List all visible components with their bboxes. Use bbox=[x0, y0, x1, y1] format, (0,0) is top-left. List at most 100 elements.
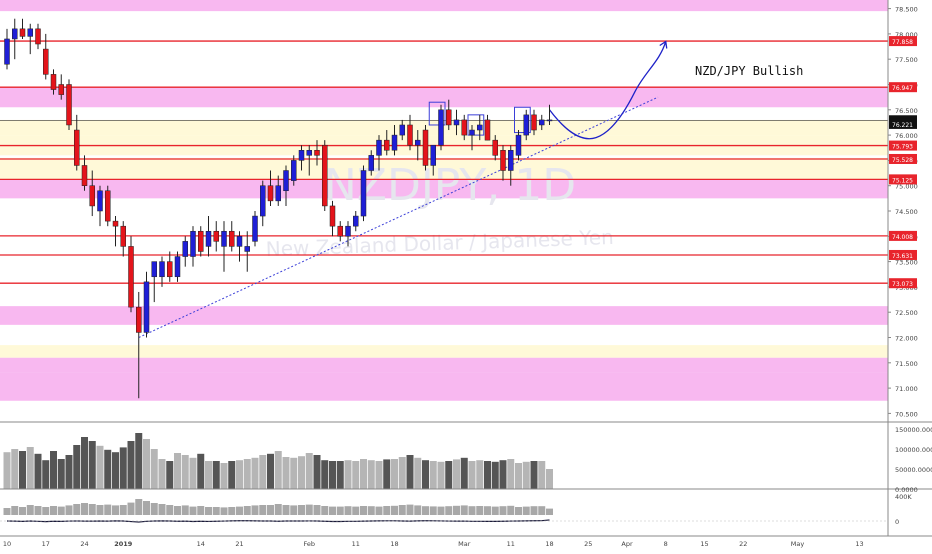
candle-body bbox=[174, 256, 181, 278]
bullish-annotation: NZD/JPY Bullish bbox=[695, 64, 803, 78]
price-label-box bbox=[889, 249, 917, 260]
price-label-box bbox=[889, 230, 917, 241]
candle-body bbox=[360, 170, 367, 217]
x-tick-label: 21 bbox=[235, 540, 243, 548]
candle-body bbox=[50, 74, 57, 90]
price-label-box bbox=[889, 278, 917, 289]
x-tick-label: 8 bbox=[664, 540, 668, 548]
volume-bar bbox=[398, 457, 406, 489]
volume-bar bbox=[429, 461, 437, 489]
volume-bar bbox=[445, 461, 453, 489]
zone bbox=[0, 372, 888, 401]
oscillator-bar bbox=[305, 504, 313, 515]
volume-bar bbox=[57, 459, 65, 489]
candle-body bbox=[508, 150, 514, 171]
candle-body bbox=[306, 150, 312, 156]
oscillator-bar bbox=[88, 504, 96, 515]
price-label-box bbox=[889, 153, 917, 164]
candle-body bbox=[74, 129, 80, 166]
candle-body bbox=[337, 225, 343, 237]
x-tick-label: Apr bbox=[621, 540, 633, 548]
volume-bar bbox=[352, 461, 360, 489]
oscillator-bar bbox=[205, 507, 212, 515]
volume-bar bbox=[259, 455, 267, 489]
oscillator-bar bbox=[236, 506, 243, 515]
x-tick-label: 18 bbox=[545, 540, 553, 548]
zone-layer bbox=[0, 0, 888, 401]
y-tick-label: 78.500 bbox=[895, 6, 918, 14]
candle-body bbox=[329, 205, 336, 227]
x-tick-label: Feb bbox=[303, 540, 315, 548]
price-labels: 77.85876.94776.29376.22175.79375.52875.1… bbox=[889, 36, 917, 289]
volume-bar bbox=[530, 461, 538, 489]
volume-bar bbox=[135, 433, 143, 489]
volume-bar bbox=[119, 447, 127, 489]
volume-tick-label: 150000.0000 bbox=[895, 426, 932, 434]
x-tick-label: 18 bbox=[390, 540, 398, 548]
volume-bar bbox=[189, 457, 197, 489]
oscillator-bar bbox=[158, 504, 166, 515]
volume-bar bbox=[329, 461, 336, 489]
candle-body bbox=[66, 84, 72, 126]
oscillator-pane bbox=[0, 488, 932, 537]
oscillator-bar bbox=[336, 506, 344, 515]
oscillator-bar bbox=[406, 504, 414, 515]
volume-bar bbox=[236, 460, 243, 489]
candle-body bbox=[267, 185, 274, 202]
volume-bar bbox=[197, 453, 205, 489]
volume-bar bbox=[298, 456, 305, 489]
oscillator-bar bbox=[445, 506, 453, 515]
volume-bar bbox=[34, 453, 42, 489]
candle-body bbox=[112, 220, 119, 227]
oscillator-tick-label: 400K bbox=[895, 493, 912, 501]
oscillator-bar bbox=[143, 501, 150, 515]
candle-body bbox=[167, 261, 173, 278]
price-label-text: 76.221 bbox=[892, 122, 913, 129]
oscillator-bar bbox=[484, 506, 491, 515]
oscillator-bar bbox=[228, 507, 236, 515]
x-tick-label: 13 bbox=[855, 540, 863, 548]
volume-bar bbox=[437, 461, 445, 489]
candle-body bbox=[4, 38, 10, 65]
volume-bar bbox=[522, 461, 530, 489]
oscillator-bar bbox=[174, 506, 181, 515]
zone bbox=[0, 345, 888, 358]
volume-bar bbox=[143, 439, 150, 489]
candle-body bbox=[345, 225, 351, 237]
candle-body bbox=[376, 139, 382, 156]
candle-body bbox=[159, 261, 165, 278]
oscillator-bar bbox=[259, 505, 267, 515]
volume-bar bbox=[11, 449, 19, 489]
volume-bar bbox=[228, 461, 236, 489]
oscillator-bar bbox=[150, 503, 158, 515]
oscillator-bar bbox=[383, 506, 391, 515]
y-tick-label: 72.000 bbox=[895, 335, 918, 343]
y-tick-label: 75.000 bbox=[895, 183, 918, 191]
candle-body bbox=[477, 124, 483, 131]
volume-bar bbox=[538, 461, 546, 489]
candle-body bbox=[205, 230, 212, 247]
pattern-box bbox=[514, 106, 531, 134]
volume-bar bbox=[251, 457, 259, 489]
candle-body bbox=[120, 225, 126, 247]
candle-body bbox=[58, 84, 64, 95]
candle-body bbox=[182, 241, 188, 257]
x-tick-label: 14 bbox=[197, 540, 205, 548]
volume-bar bbox=[468, 461, 476, 489]
oscillator-bar bbox=[26, 505, 34, 515]
candle-body bbox=[229, 230, 235, 247]
volume-bar bbox=[414, 457, 422, 489]
candle-body bbox=[298, 150, 305, 161]
zone bbox=[0, 0, 888, 12]
volume-bar bbox=[205, 461, 212, 489]
volume-bar bbox=[344, 460, 352, 489]
volume-bar bbox=[181, 455, 189, 489]
oscillator-bar bbox=[212, 507, 220, 515]
x-tick-label: 22 bbox=[739, 540, 747, 548]
candle-body bbox=[143, 281, 150, 333]
drawing-overlays bbox=[138, 40, 668, 338]
candle-body bbox=[190, 230, 196, 257]
oscillator-bar bbox=[57, 506, 65, 515]
